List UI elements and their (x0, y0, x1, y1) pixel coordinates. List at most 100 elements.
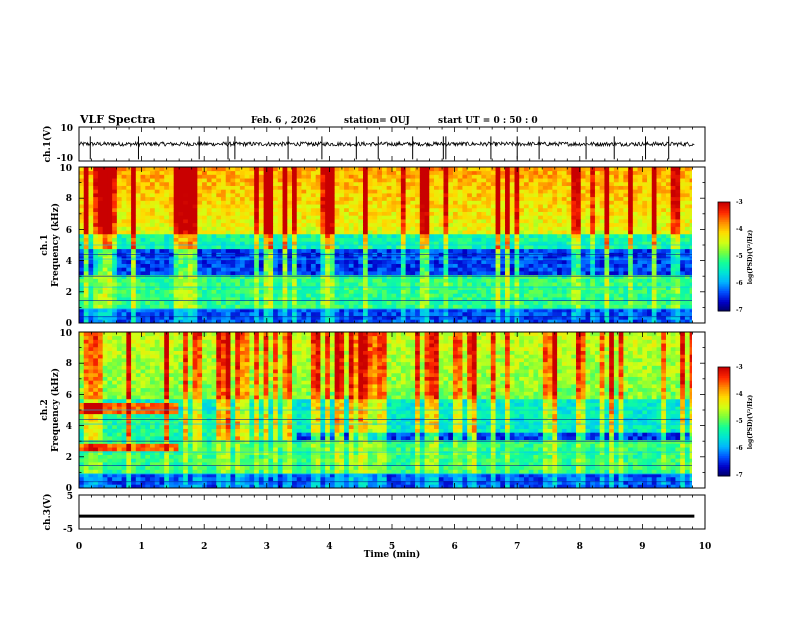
spectrogram-cell (131, 234, 136, 238)
spectrogram-cell (429, 245, 434, 249)
spectrogram-cell (368, 238, 373, 242)
spectrogram-cell (178, 275, 183, 279)
spectrogram-cell (467, 197, 472, 201)
spectrogram-cell (623, 256, 628, 260)
spectrogram-cell (434, 230, 439, 234)
spectrogram-cell (145, 234, 150, 238)
spectrogram-cell (202, 278, 207, 282)
spectrogram-cell (316, 200, 321, 204)
spectrogram-cell (301, 264, 306, 268)
spectrogram-cell (202, 267, 207, 271)
spectrogram-cell (259, 215, 264, 219)
spectrogram-cell (183, 316, 188, 320)
spectrogram-cell (614, 316, 619, 320)
spectrogram-cell (685, 212, 690, 216)
spectrogram-cell (571, 234, 576, 238)
spectrogram-cell (491, 286, 496, 290)
spectrogram-cell (249, 271, 254, 275)
spectrogram-cell (207, 189, 212, 193)
spectrogram-cell (193, 186, 198, 190)
spectrogram-cell (609, 245, 614, 249)
spectrogram-cell (301, 223, 306, 227)
spectrogram-cell (249, 286, 254, 290)
spectrogram-cell (320, 267, 325, 271)
spectrogram-cell (529, 316, 534, 320)
spectrogram-cell (207, 204, 212, 208)
spectrogram-cell (510, 275, 515, 279)
spectrogram-cell (183, 293, 188, 297)
spectrogram-cell (619, 293, 624, 297)
spectrogram-cell (230, 186, 235, 190)
spectrogram-cell (552, 286, 557, 290)
spectrogram-cell (126, 271, 131, 275)
spectrogram-cell (344, 238, 349, 242)
spectrogram-cell (614, 278, 619, 282)
spectrogram-cell (112, 256, 117, 260)
spectrogram-cell (316, 182, 321, 186)
spectrogram-cell (685, 271, 690, 275)
spectrogram-cell (88, 290, 93, 294)
spectrogram-cell (429, 286, 434, 290)
spectrogram-cell (268, 249, 273, 253)
spectrogram-cell (420, 186, 425, 190)
spectrogram-cell (98, 264, 103, 268)
spectrogram-cell (311, 234, 316, 238)
spectrogram-cell (562, 230, 567, 234)
spectrogram-cell (202, 204, 207, 208)
spectrogram-cell (268, 204, 273, 208)
spectrogram-cell (197, 219, 202, 223)
spectrogram-cell (88, 204, 93, 208)
spectrogram-cell (349, 260, 354, 264)
spectrogram-cell (278, 182, 283, 186)
spectrogram-cell (287, 290, 292, 294)
spectrogram-cell (647, 304, 652, 308)
spectrogram-cell (434, 301, 439, 305)
spectrogram-cell (88, 238, 93, 242)
spectrogram-cell (193, 230, 198, 234)
spectrogram-cell (491, 189, 496, 193)
spectrogram-cell (552, 275, 557, 279)
spectrogram-cell (633, 282, 638, 286)
spectrogram-cell (633, 286, 638, 290)
spectrogram-cell (638, 264, 643, 268)
spectrogram-cell (396, 256, 401, 260)
spectrogram-cell (164, 234, 169, 238)
spectrogram-cell (387, 189, 392, 193)
spectrogram-cell (188, 271, 193, 275)
spectrogram-cell (410, 316, 415, 320)
spectrogram-cell (216, 264, 221, 268)
spectrogram-cell (633, 215, 638, 219)
spectrogram-cell (306, 230, 311, 234)
spectrogram-cell (297, 286, 302, 290)
spectrogram-cell (666, 290, 671, 294)
spectrogram-cell (671, 312, 676, 316)
spectrogram-cell (585, 204, 590, 208)
spectrogram-cell (486, 301, 491, 305)
spectrogram-cell (496, 215, 501, 219)
spectrogram-cell (216, 245, 221, 249)
spectrogram-cell (604, 186, 609, 190)
spectrogram-cell (112, 223, 117, 227)
spectrogram-cell (462, 208, 467, 212)
spectrogram-cell (604, 238, 609, 242)
spectrogram-cell (93, 182, 98, 186)
spectrogram-cell (287, 256, 292, 260)
spectrogram-cell (88, 282, 93, 286)
spectrogram-cell (443, 230, 448, 234)
spectrogram-cell (193, 301, 198, 305)
spectrogram-cell (529, 212, 534, 216)
spectrogram-cell (434, 197, 439, 201)
spectrogram-cell (84, 186, 89, 190)
spectrogram-cell (581, 208, 586, 212)
spectrogram-cell (391, 278, 396, 282)
spectrogram-cell (122, 200, 127, 204)
spectrogram-cell (609, 260, 614, 264)
spectrogram-cell (93, 278, 98, 282)
spectrogram-cell (226, 249, 231, 253)
spectrogram-cell (638, 286, 643, 290)
spectrogram-cell (306, 189, 311, 193)
spectrogram-cell (477, 304, 482, 308)
spectrogram-cell (278, 256, 283, 260)
spectrogram-cell (297, 260, 302, 264)
spectrogram-cell (434, 264, 439, 268)
